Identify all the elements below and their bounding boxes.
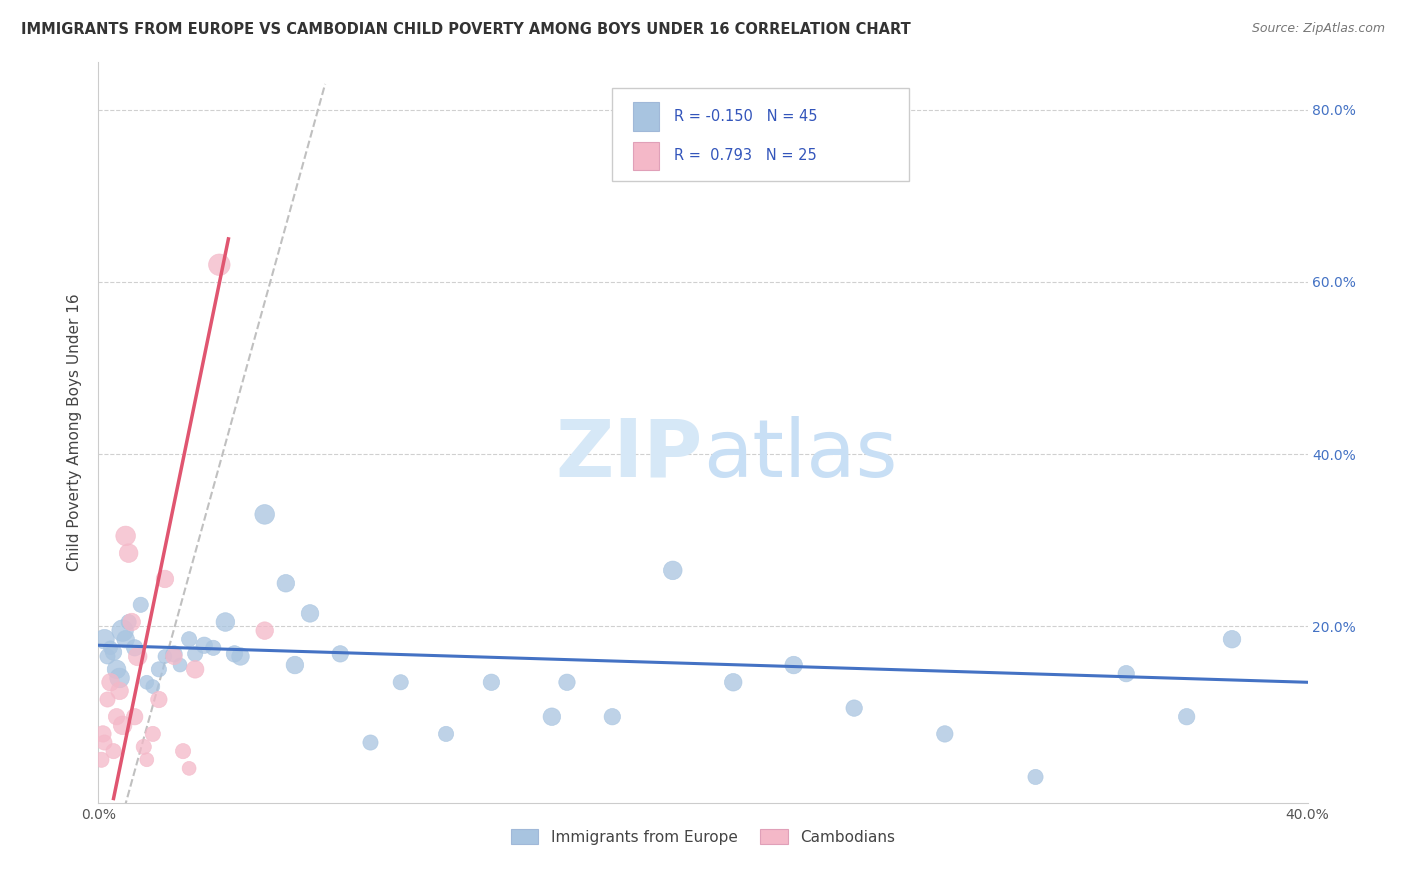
Point [1175,709,1198,723]
Text: Source: ZipAtlas.com: Source: ZipAtlas.com [1251,22,1385,36]
Point [184,662,207,676]
Point [284,658,307,673]
Point [723,675,745,690]
Point [90,753,112,767]
Point [108,671,131,685]
Point [96,649,118,664]
FancyBboxPatch shape [613,88,908,181]
Point [93,632,115,647]
Point [208,258,231,272]
Point [602,709,624,723]
Point [103,645,125,659]
Point [118,615,141,629]
Point [124,709,146,723]
Point [193,638,215,652]
Point [135,753,157,767]
Point [934,727,956,741]
Point [111,718,134,732]
Point [329,647,352,661]
Point [481,675,503,690]
Point [214,615,236,629]
Point [274,576,297,591]
Point [121,615,143,629]
Point [142,727,165,741]
Point [540,709,562,723]
Point [142,680,165,694]
Point [132,739,155,754]
Point [114,632,136,647]
Point [103,744,125,758]
Point [163,647,186,661]
Text: atlas: atlas [703,416,897,494]
Text: IMMIGRANTS FROM EUROPE VS CAMBODIAN CHILD POVERTY AMONG BOYS UNDER 16 CORRELATIO: IMMIGRANTS FROM EUROPE VS CAMBODIAN CHIL… [21,22,911,37]
Point [105,709,128,723]
Point [148,692,170,706]
Point [96,692,118,706]
Point [783,658,806,673]
Bar [633,103,659,130]
Point [179,761,201,775]
Bar [633,142,659,169]
Point [844,701,866,715]
Point [91,727,114,741]
Point [93,735,115,749]
Point [253,624,276,638]
Point [299,607,322,621]
Point [118,546,141,560]
Point [1220,632,1243,647]
Point [555,675,578,690]
Point [105,662,128,676]
Point [661,563,683,577]
Point [172,744,194,758]
Point [1024,770,1046,784]
Point [108,684,131,698]
Point [184,647,207,661]
Point [114,529,136,543]
Point [360,735,382,749]
Point [253,508,276,522]
Point [434,727,457,741]
Point [169,658,191,673]
Point [111,624,134,638]
Point [224,647,246,661]
Text: R = -0.150   N = 45: R = -0.150 N = 45 [673,109,817,124]
Point [153,572,176,586]
Point [100,675,122,690]
Point [148,662,170,676]
Point [153,649,176,664]
Point [179,632,201,647]
Point [1115,666,1137,681]
Point [163,649,186,664]
Point [124,640,146,655]
Text: R =  0.793   N = 25: R = 0.793 N = 25 [673,148,817,163]
Text: ZIP: ZIP [555,416,703,494]
Point [229,649,252,664]
Legend: Immigrants from Europe, Cambodians: Immigrants from Europe, Cambodians [505,822,901,851]
Point [129,598,152,612]
Point [127,649,149,664]
Y-axis label: Child Poverty Among Boys Under 16: Child Poverty Among Boys Under 16 [67,293,83,572]
Point [100,640,122,655]
Point [202,640,225,655]
Point [135,675,157,690]
Point [389,675,412,690]
